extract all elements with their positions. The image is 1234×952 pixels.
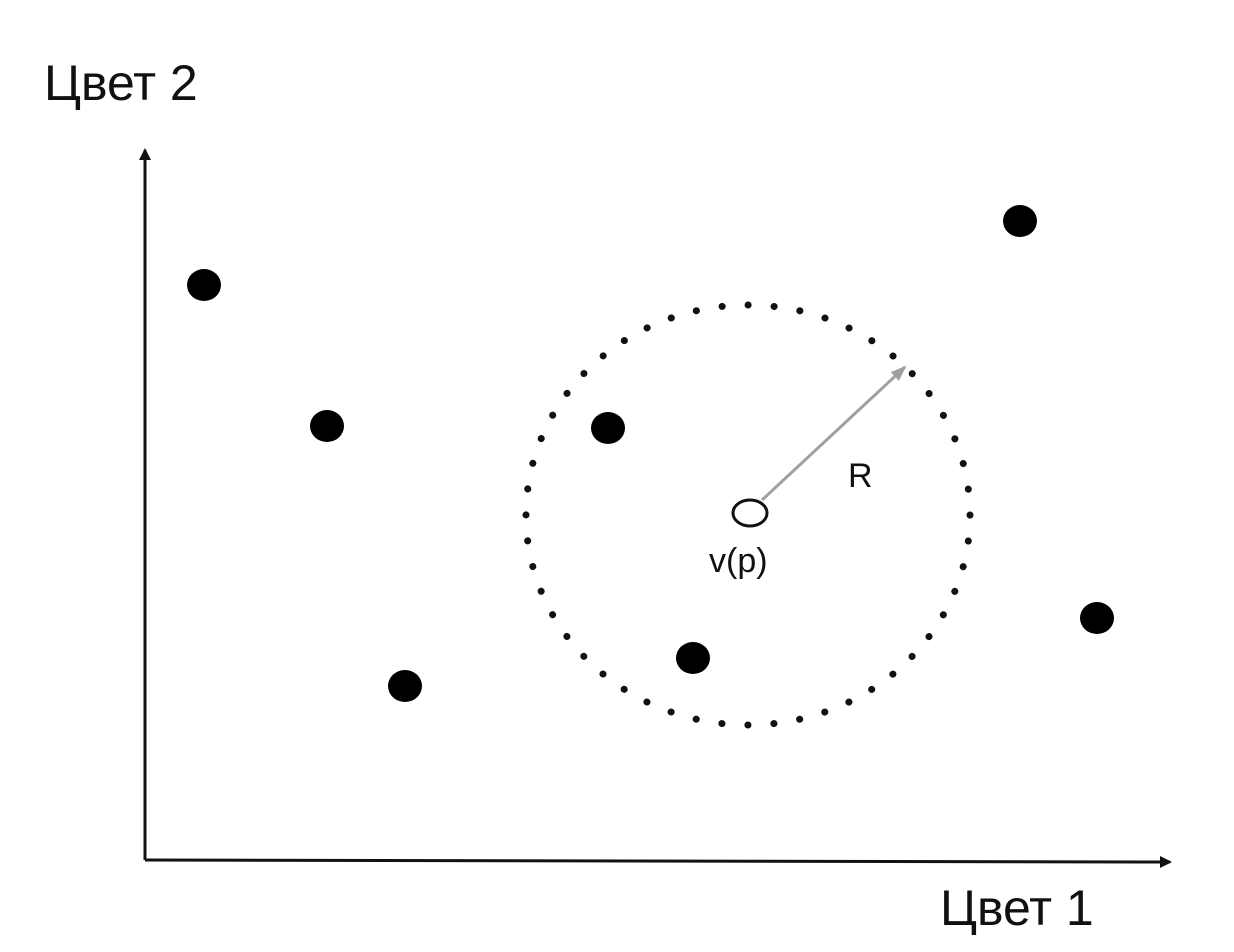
data-point <box>388 670 422 702</box>
data-point <box>1080 602 1114 634</box>
y-axis-label: Цвет 2 <box>44 55 198 111</box>
query-point <box>731 498 769 528</box>
data-point <box>591 412 625 444</box>
radius-label: R <box>848 457 873 495</box>
data-point <box>187 269 221 301</box>
data-point <box>310 410 344 442</box>
x-axis <box>144 855 1172 868</box>
neighborhood-circle <box>522 301 974 729</box>
radius-arrow <box>760 365 907 502</box>
data-point <box>676 642 710 674</box>
data-point <box>1003 205 1037 237</box>
x-axis-label: Цвет 1 <box>940 880 1094 936</box>
query-point-label: v(p) <box>709 542 768 580</box>
